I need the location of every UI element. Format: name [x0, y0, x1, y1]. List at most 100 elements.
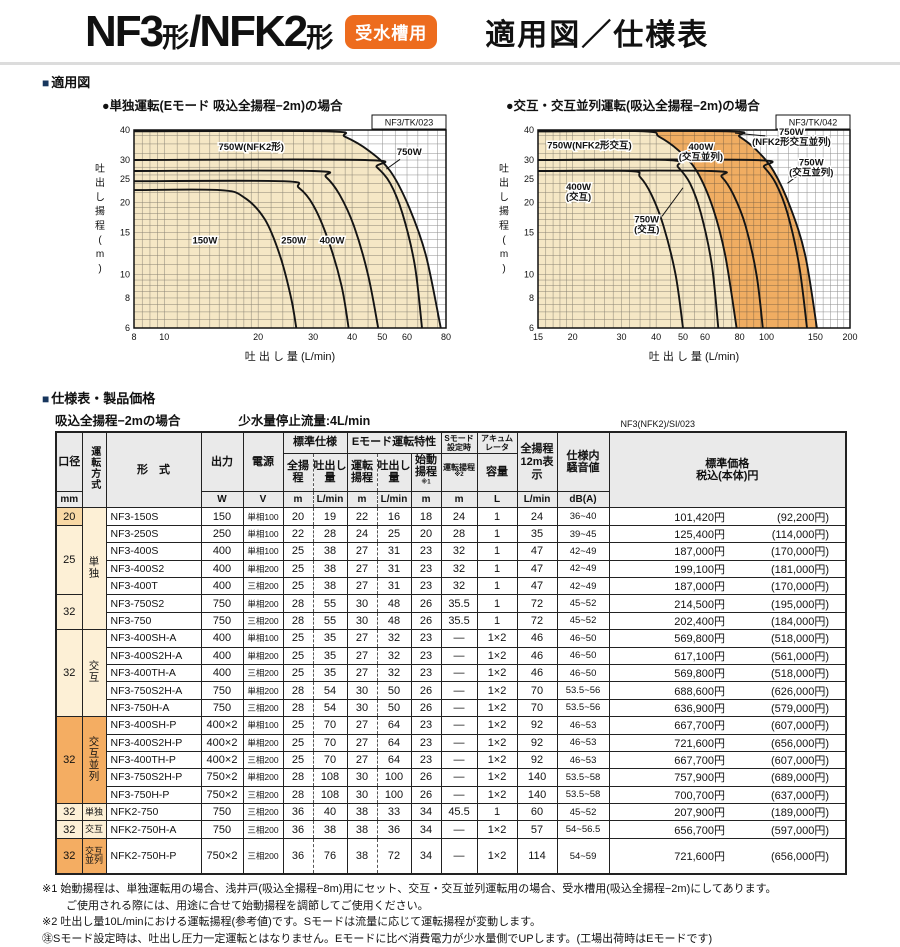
- cell: 30: [346, 681, 378, 700]
- cell: 50: [376, 681, 412, 700]
- cell: 1×2: [476, 837, 518, 875]
- cell: 27: [346, 576, 378, 596]
- cell-model: NF3-400TH-P: [105, 750, 202, 770]
- table-row: 32 交互並列 NFK2-750H-P 750×2 三相200 36 76 38 72 34—1×…: [55, 837, 847, 875]
- cell: 55: [312, 611, 348, 631]
- cell-price: 187,000円 (170,000円): [608, 576, 847, 596]
- cell-power: 単相200: [242, 768, 284, 787]
- cell: 24: [516, 507, 558, 526]
- curve-750W(交互並列): [537, 158, 808, 329]
- table-row: 32 単独 NFK2-750 750 三相200 36 40 38 33 34 45.5 1 60 45~…: [55, 803, 847, 822]
- table-row: NF3-750S2H-P 750×2 単相200 28 108 30 100 26—1×2 14…: [56, 768, 847, 787]
- cell: 25: [282, 733, 314, 752]
- cell-power: 単相200: [242, 681, 284, 700]
- meta-doc-code: NF3(NFK2)/SI/023: [620, 419, 695, 429]
- cell: 26: [410, 681, 442, 700]
- cell: —: [440, 663, 478, 683]
- label-leader-line: [661, 187, 684, 217]
- table-row: NF3-750S2H-A 750 単相200 28 54 30 50 26—1×2 70 53.5…: [56, 681, 847, 700]
- cell: 46: [516, 663, 558, 683]
- cell: 23: [410, 750, 442, 770]
- price-body: (689,000円): [770, 772, 830, 785]
- cell: 36: [376, 820, 412, 839]
- cell: 32: [440, 559, 478, 578]
- cell: 48: [376, 611, 412, 631]
- curve-label: 750W(NFK2形交互): [547, 140, 631, 152]
- header-cell: 形 式: [105, 431, 202, 509]
- cell: 26: [410, 594, 442, 613]
- table-row: 20 単独 NF3-150S 150 単相100 20 19 22 16 18 24 1 24 36~40…: [55, 507, 847, 631]
- price-main: 636,900円: [674, 702, 726, 715]
- curve-label: 750W: [779, 127, 804, 138]
- cell: 31: [376, 542, 412, 561]
- curve-750W(NFK2形交互並列): [537, 129, 818, 329]
- x-tick: 80: [441, 332, 451, 342]
- cell-bore: 25: [55, 524, 83, 596]
- x-tick: 30: [616, 332, 626, 342]
- cell: 34: [410, 837, 442, 875]
- cell-power: 単相100: [242, 524, 284, 544]
- cell-price: 721,600円 (656,000円): [608, 733, 847, 752]
- cell-bore: 20: [55, 507, 83, 526]
- header-cell: 始動揚程※1: [410, 452, 442, 493]
- cell: 64: [376, 750, 412, 770]
- cell: 108: [312, 768, 348, 787]
- price-main: 125,400円: [674, 529, 726, 541]
- price-body: (114,000円): [771, 529, 830, 541]
- cell: —: [440, 698, 478, 718]
- table-row: NF3-750H-A 750 三相200 28 54 30 50 26—1×2 70 53.5~5…: [56, 698, 847, 718]
- y-axis-char: 程: [499, 220, 509, 232]
- header-row: 口径 運転方式形 式出力 電源 標準仕様 Eモード運転特性 Sモード設定時 アキュムレータ全…: [55, 431, 847, 509]
- curve-150W: [133, 188, 298, 329]
- curve-label: 750W(NFK2形): [218, 141, 283, 153]
- y-axis-char: ): [98, 263, 101, 274]
- y-axis-char: (: [502, 235, 506, 246]
- cell-model: NF3-400T: [105, 576, 202, 596]
- cell: 45~52: [556, 803, 610, 822]
- cell: 53.5~58: [556, 785, 610, 805]
- cell: 46~53: [556, 750, 610, 770]
- cell: 45~52: [556, 594, 610, 613]
- header-cell: 全揚程: [282, 452, 314, 493]
- price-main: 700,700円: [674, 789, 726, 802]
- x-tick: 150: [808, 332, 823, 342]
- cell-output: 400: [200, 559, 244, 578]
- price-body: (92,200円): [777, 511, 830, 524]
- cell: 54: [312, 698, 348, 718]
- cell-bore: 32: [55, 820, 83, 839]
- cell: 32: [440, 576, 478, 596]
- cell: 1×2: [476, 698, 518, 718]
- price-main: 202,400円: [674, 615, 726, 628]
- y-tick: 6: [125, 323, 130, 333]
- operation-mode-label: 単独: [87, 555, 100, 579]
- cell: 1: [476, 803, 518, 822]
- cell: 38: [312, 559, 348, 578]
- price-main: 101,420円: [674, 511, 726, 524]
- cell-bore: 32: [55, 594, 83, 631]
- cell: 1×2: [476, 768, 518, 787]
- y-axis-char: m: [500, 249, 508, 260]
- cell: 28: [282, 698, 314, 718]
- price-main: 187,000円: [674, 581, 726, 594]
- cell: 46~50: [556, 663, 610, 683]
- cell: 25: [282, 663, 314, 683]
- price-main: 569,800円: [674, 668, 726, 681]
- x-axis-title: 吐 出 し 量 (L/min): [649, 349, 739, 363]
- cell: 70: [312, 750, 348, 770]
- cell-operation-mode: 単独: [81, 507, 107, 631]
- meta-low-flow-stop: 少水量停止流量:4L/min: [238, 414, 371, 428]
- cell: 1: [476, 576, 518, 596]
- header-cell: 運転揚程※2: [440, 452, 478, 493]
- price-main: 207,900円: [674, 807, 726, 820]
- price-main: 757,900円: [674, 772, 726, 785]
- x-tick: 50: [678, 332, 688, 342]
- cell-price: 667,700円 (607,000円): [608, 750, 847, 770]
- header-cell: 吐出し量: [376, 452, 412, 493]
- table-row: NF3-750H-P 750×2 三相200 28 108 30 100 26—1×2 140 5…: [56, 785, 847, 805]
- price-body: (195,000円): [770, 598, 830, 611]
- cell-bore: 32: [55, 837, 83, 875]
- cell: 1×2: [476, 716, 518, 735]
- cell-model: NFK2-750H-A: [105, 820, 202, 839]
- cell-power: 三相200: [242, 837, 284, 875]
- cell: 26: [410, 785, 442, 805]
